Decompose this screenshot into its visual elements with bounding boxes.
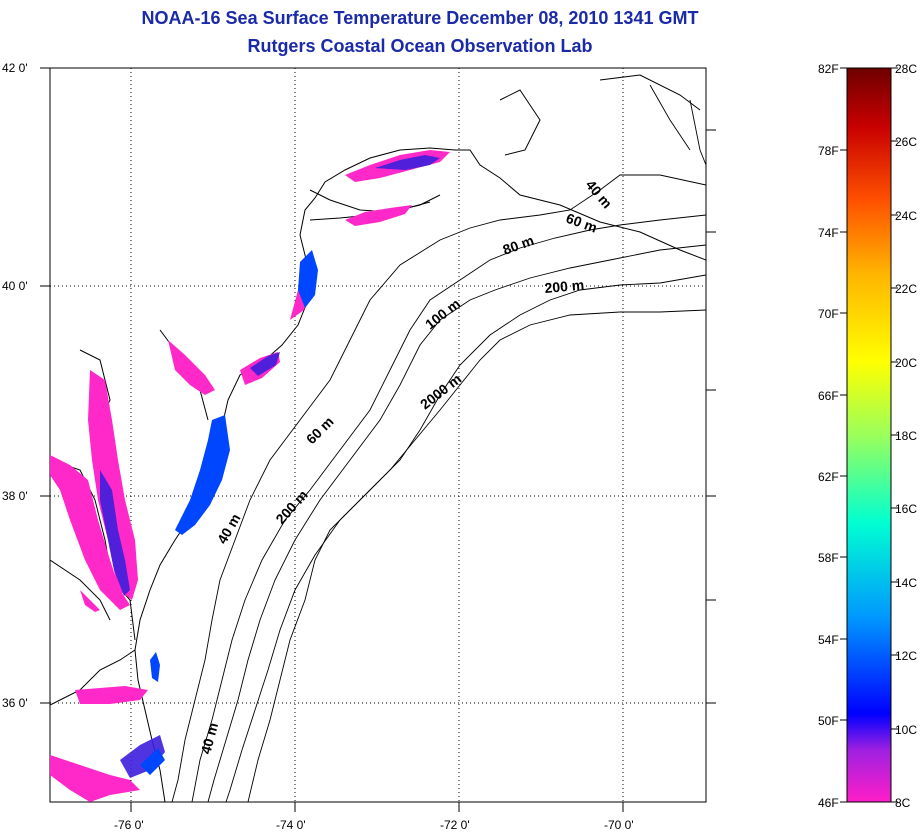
colorbar-c-label: 10C xyxy=(895,723,918,737)
colorbar-f-label: 78F xyxy=(818,144,839,158)
lon-label-72: -72 0' xyxy=(440,818,470,832)
colorbar-c-label: 24C xyxy=(895,209,918,223)
frame-ticks xyxy=(40,67,716,812)
colorbar-f-label: 62F xyxy=(818,470,839,484)
lat-label-40: 40 0' xyxy=(2,279,28,293)
lat-label-42: 42 0' xyxy=(2,61,28,75)
colorbar-c-label: 22C xyxy=(895,282,918,296)
isobath-label: 40 m xyxy=(197,721,221,756)
map-subtitle: Rutgers Coastal Ocean Observation Lab xyxy=(247,36,593,56)
sst-patches xyxy=(50,150,450,802)
colorbar-c-label: 16C xyxy=(895,502,918,516)
colorbar-c-label: 26C xyxy=(895,135,918,149)
colorbar-c-label: 8C xyxy=(895,796,911,810)
colorbar xyxy=(846,67,892,803)
colorbar-ticks xyxy=(840,67,898,803)
colorbar-f-label: 74F xyxy=(818,226,839,240)
graticule xyxy=(50,68,706,802)
lat-label-36: 36 0' xyxy=(2,696,28,710)
lon-label-74: -74 0' xyxy=(276,818,306,832)
colorbar-f-label: 54F xyxy=(818,633,839,647)
colorbar-c-label: 28C xyxy=(895,62,918,76)
isobath-label: 200 m xyxy=(544,277,585,296)
colorbar-f-label: 82F xyxy=(818,62,839,76)
colorbar-c-label: 12C xyxy=(895,649,918,663)
lon-label-70: -70 0' xyxy=(604,818,634,832)
colorbar-f-label: 70F xyxy=(818,307,839,321)
colorbar-f-label: 46F xyxy=(818,796,839,810)
colorbar-c-label: 18C xyxy=(895,429,918,443)
colorbar-c-label: 20C xyxy=(895,356,918,370)
map-title: NOAA-16 Sea Surface Temperature December… xyxy=(141,8,699,28)
isobaths xyxy=(171,84,706,802)
lon-label-76: -76 0' xyxy=(114,818,144,832)
map-frame xyxy=(49,67,707,803)
lat-label-38: 38 0' xyxy=(2,489,28,503)
colorbar-f-label: 66F xyxy=(818,389,839,403)
colorbar-f-label: 58F xyxy=(818,551,839,565)
colorbar-f-label: 50F xyxy=(818,714,839,728)
colorbar-c-label: 14C xyxy=(895,576,918,590)
